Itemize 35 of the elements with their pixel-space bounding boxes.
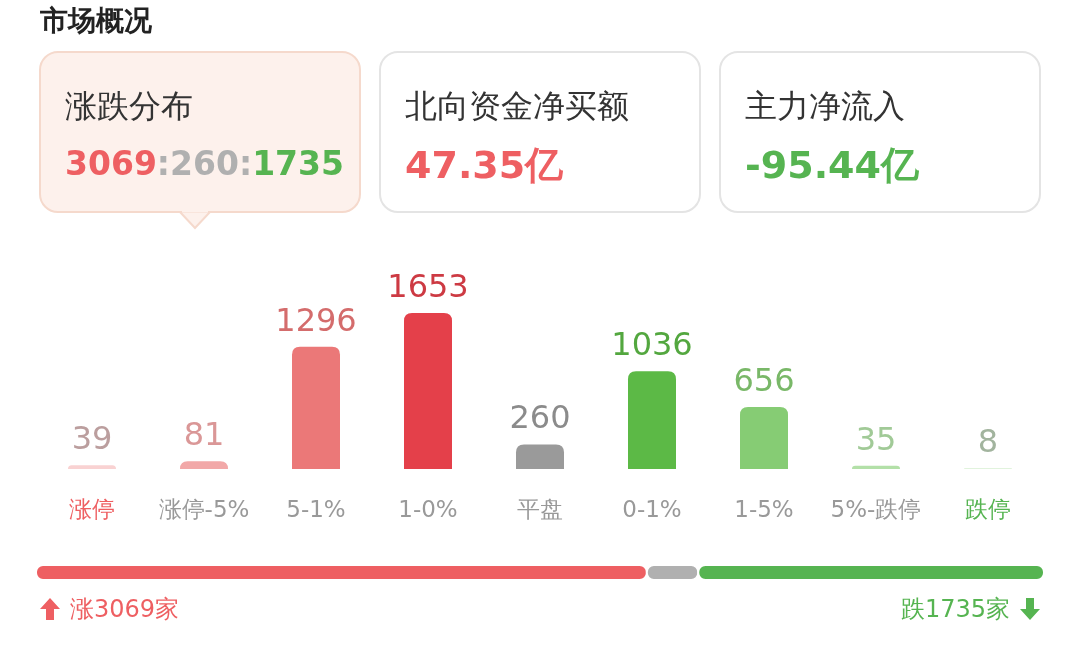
bar	[628, 371, 676, 469]
data-label: 39	[71, 419, 113, 458]
x-tick-label: 涨停-5%	[158, 496, 250, 522]
bar	[180, 461, 228, 469]
text: 北向资金净买额	[405, 87, 629, 125]
bar	[68, 465, 116, 469]
x-tick-label: 1-0%	[398, 496, 458, 522]
bar	[852, 465, 900, 469]
text: 主力净流入	[745, 87, 905, 125]
x-tick-label: 1-5%	[734, 496, 794, 522]
bar	[404, 313, 452, 469]
bar	[292, 346, 340, 469]
text: 涨跌分布	[65, 87, 193, 125]
chart-title: 市场概况	[39, 4, 153, 37]
x-tick-label: 0-1%	[622, 496, 682, 522]
data-label: 81	[183, 415, 225, 454]
data-label: 1036	[611, 325, 693, 364]
data-label: 1296	[275, 300, 357, 339]
x-tick-label: 涨停	[69, 496, 115, 522]
bar	[740, 407, 788, 469]
text: 跌1735家	[900, 595, 1010, 623]
data-label: 8	[977, 422, 999, 461]
text: 涨3069家	[70, 595, 180, 623]
x-tick-label: 跌停	[965, 496, 1011, 522]
x-tick-label: 5-1%	[286, 496, 346, 522]
x-tick-label: 平盘	[517, 496, 563, 522]
data-label: 1653	[387, 267, 469, 305]
text: 47.35亿	[405, 143, 565, 187]
data-label: 260	[509, 398, 571, 437]
data-label: 656	[733, 361, 795, 400]
bar	[516, 444, 564, 469]
data-label: 35	[855, 419, 897, 458]
text: -95.44亿	[745, 143, 920, 187]
text: 3069:260:1735	[65, 144, 345, 183]
x-tick-label: 5%-跌停	[830, 496, 922, 522]
